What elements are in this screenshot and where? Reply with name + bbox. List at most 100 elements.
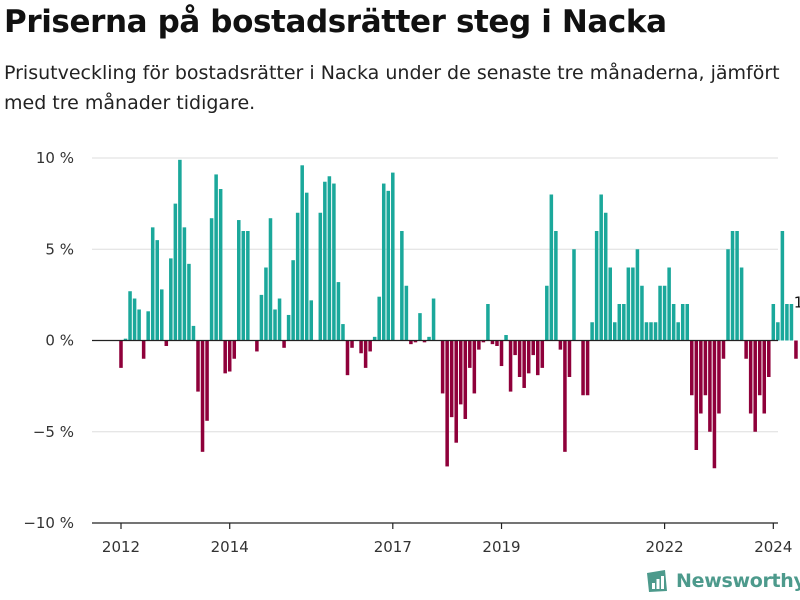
bar bbox=[504, 335, 508, 341]
bar bbox=[137, 309, 141, 341]
bar bbox=[119, 340, 123, 368]
bar bbox=[400, 231, 404, 341]
bar bbox=[608, 267, 612, 341]
bar bbox=[418, 313, 422, 341]
newsworthy-logo-icon bbox=[647, 570, 667, 592]
bar bbox=[667, 267, 671, 341]
bar bbox=[264, 267, 268, 341]
bar bbox=[545, 285, 549, 341]
bar bbox=[246, 231, 250, 341]
bar bbox=[486, 304, 490, 341]
bar bbox=[780, 231, 785, 341]
bar bbox=[631, 267, 635, 341]
x-tick-label: 2017 bbox=[374, 538, 412, 556]
x-tick-label: 2024 bbox=[754, 538, 792, 556]
bar bbox=[640, 285, 644, 341]
chart-title: Priserna på bostadsrätter steg i Nacka bbox=[4, 4, 667, 40]
bar bbox=[309, 300, 314, 341]
bar bbox=[173, 203, 178, 341]
bar bbox=[526, 340, 531, 374]
bar bbox=[318, 212, 323, 341]
bar bbox=[377, 296, 381, 341]
bar bbox=[730, 231, 735, 341]
bar bbox=[295, 212, 300, 341]
bar bbox=[694, 340, 699, 450]
bar bbox=[735, 231, 739, 341]
bar bbox=[196, 340, 200, 392]
bar bbox=[350, 340, 354, 348]
bar bbox=[259, 294, 264, 341]
bar bbox=[422, 340, 427, 343]
bar bbox=[622, 304, 626, 341]
bar bbox=[427, 336, 431, 341]
bar bbox=[277, 298, 282, 341]
bar bbox=[404, 285, 409, 341]
bar bbox=[345, 340, 350, 376]
bar bbox=[744, 340, 748, 359]
bars bbox=[119, 159, 798, 469]
bar bbox=[635, 249, 640, 341]
bar bbox=[703, 340, 708, 396]
last-value-annotation: 1 % bbox=[794, 293, 800, 311]
brand-name: Newsworthy bbox=[676, 570, 800, 592]
bar bbox=[445, 340, 449, 467]
bar bbox=[721, 340, 726, 359]
bar bbox=[291, 260, 295, 341]
bar bbox=[676, 322, 680, 341]
bar bbox=[323, 181, 327, 341]
bar bbox=[739, 267, 744, 341]
bar bbox=[594, 231, 599, 341]
bar bbox=[449, 340, 454, 418]
bar bbox=[268, 218, 273, 341]
bar bbox=[748, 340, 753, 414]
bar bbox=[413, 340, 418, 343]
bar bbox=[155, 240, 159, 341]
bar bbox=[658, 285, 662, 341]
bar bbox=[368, 340, 372, 352]
bar bbox=[644, 322, 649, 341]
bar bbox=[617, 304, 622, 341]
bar bbox=[771, 304, 776, 341]
bar bbox=[481, 340, 486, 343]
bar bbox=[273, 309, 277, 341]
brand-logo: Newsworthy bbox=[644, 568, 800, 594]
chart-subtitle: Prisutveckling för bostadsrätter i Nacka… bbox=[4, 62, 780, 114]
bar bbox=[391, 172, 395, 341]
bar bbox=[712, 340, 717, 469]
bar bbox=[522, 340, 526, 388]
bar bbox=[282, 340, 286, 348]
bar bbox=[653, 322, 658, 341]
bar bbox=[572, 249, 576, 341]
bar bbox=[209, 218, 214, 341]
bar bbox=[214, 174, 218, 341]
bar bbox=[300, 165, 304, 341]
bar bbox=[227, 340, 232, 372]
bar bbox=[581, 340, 585, 396]
bar bbox=[554, 231, 558, 341]
bar bbox=[776, 322, 780, 341]
bar bbox=[150, 227, 155, 341]
bar bbox=[490, 340, 495, 345]
bar bbox=[286, 314, 291, 341]
bar bbox=[440, 340, 445, 394]
bar bbox=[685, 304, 690, 341]
bar bbox=[463, 340, 468, 419]
bar bbox=[762, 340, 767, 414]
bar bbox=[237, 220, 241, 341]
bar bbox=[558, 340, 563, 350]
bar bbox=[708, 340, 712, 432]
bar bbox=[164, 340, 169, 346]
bar bbox=[499, 340, 504, 367]
bar bbox=[363, 340, 368, 368]
bar bbox=[757, 340, 762, 396]
bar bbox=[599, 194, 603, 341]
bar bbox=[690, 340, 694, 396]
bar bbox=[458, 340, 463, 405]
bar bbox=[567, 340, 572, 377]
bar bbox=[178, 159, 182, 341]
bar bbox=[141, 340, 146, 359]
x-tick-label: 2014 bbox=[211, 538, 249, 556]
bar bbox=[649, 322, 653, 341]
bar bbox=[662, 285, 667, 341]
y-tick-label: 0 % bbox=[45, 332, 74, 350]
